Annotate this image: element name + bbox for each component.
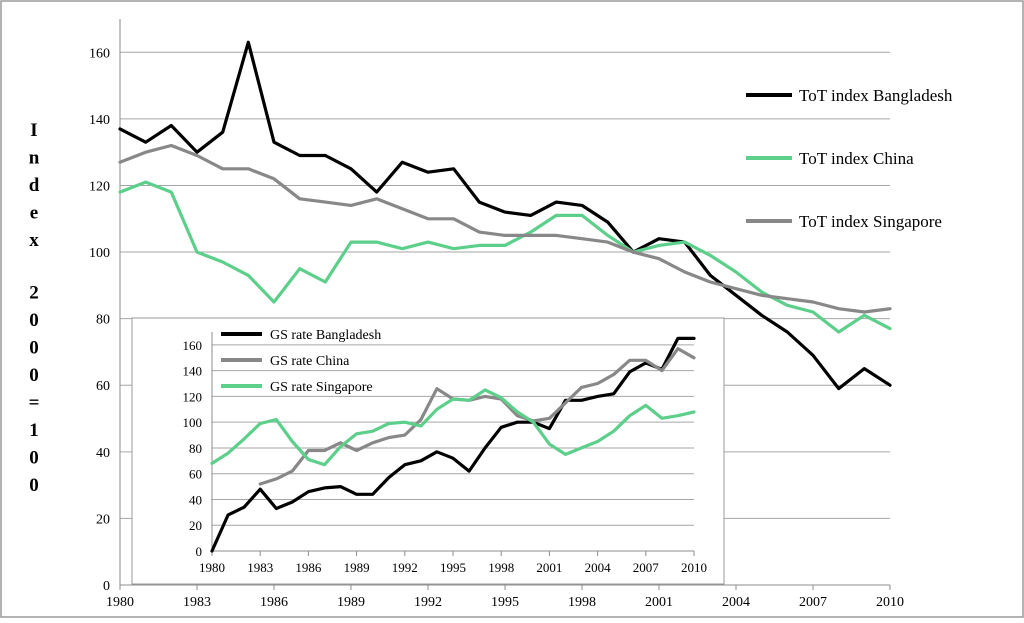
inset-x-tick-labels: 1980 1983 1986 1989 1992 1995 1998 2001 2004 2007… [199,560,707,575]
inset-x-tick-label: 2004 [585,560,612,575]
legend-label-tot-china: ToT index China [799,149,914,168]
series-line-gs-rate-china [258,347,696,486]
main-series-lines [118,40,892,391]
series-line-gs-rate-bangladesh [210,336,696,553]
y-axis-label-char: 0 [29,447,39,468]
main-x-tick-label: 2010 [876,595,904,610]
series-line-tot-index-china [118,180,892,334]
inset-x-tick-label: 2007 [633,560,660,575]
y-axis-label-char: = [29,392,40,413]
y-axis-label-char: 0 [29,475,39,496]
inset-series-lines [210,336,696,553]
main-x-tick-label: 1980 [106,595,134,610]
inset-legend: GS rate Bangladesh GS rate China GS rate… [221,328,381,395]
main-y-tick-label: 100 [89,246,110,261]
main-x-tick-label: 1983 [183,595,211,610]
main-y-tick-label: 0 [103,579,110,594]
inset-x-tick-label: 1980 [199,560,225,575]
y-axis-label-char: I [30,120,37,141]
main-y-tick-label: 20 [96,512,110,527]
inset-x-tick-label: 1986 [295,560,322,575]
inset-x-tick-label: 1989 [344,560,370,575]
inset-legend-label-gs-bangladesh: GS rate Bangladesh [270,328,381,343]
inset-x-tick-label: 2010 [681,560,707,575]
inset-y-tick-label: 100 [183,415,203,430]
main-x-tick-label: 2007 [799,595,827,610]
inset-x-tick-label: 1983 [247,560,273,575]
main-x-tick-label: 1986 [260,595,288,610]
inset-legend-label-gs-singapore: GS rate Singapore [270,380,373,395]
inset-y-tick-label: 20 [189,518,202,533]
inset-gridlines [212,344,694,526]
main-x-tick-label: 1998 [568,595,596,610]
inset-y-tick-label: 160 [183,338,203,353]
inset-legend-label-gs-china: GS rate China [270,354,350,369]
main-y-tick-label: 120 [89,179,110,194]
main-y-tick-label: 60 [96,379,110,394]
main-axes [119,19,891,590]
y-axis-label-char: 0 [29,310,39,331]
main-y-tick-label: 140 [89,113,110,128]
inset-y-tick-label: 40 [189,492,202,507]
inset-x-tick-label: 1992 [392,560,418,575]
inset-y-tick-labels: 0 20 40 60 80 100 120 140 160 [183,338,203,559]
main-x-tick-label: 2001 [645,595,673,610]
y-axis-label-char: 1 [29,420,39,441]
main-y-tick-label: 80 [96,313,110,328]
inset-chart-box [131,317,725,585]
inset-x-tick-label: 1998 [488,560,514,575]
legend-label-tot-bangladesh: ToT index Bangladesh [799,86,953,105]
y-axis-label-char: d [29,175,40,196]
inset-x-tick-label: 1995 [440,560,466,575]
main-x-tick-label: 1995 [491,595,519,610]
series-line-tot-index-singapore [118,143,892,314]
legend-label-tot-singapore: ToT index Singapore [799,212,942,231]
y-axis-label-char: n [29,148,40,169]
inset-y-tick-label: 80 [189,441,202,456]
inset-axes [211,332,695,556]
main-y-tick-labels: 0 20 40 60 80 100 120 140 160 [89,46,110,594]
main-y-tick-label: 40 [96,446,110,461]
inset-y-tick-label: 0 [196,544,203,559]
inset-y-tick-label: 60 [189,467,202,482]
inset-x-tick-label: 2001 [536,560,562,575]
inset-y-tick-label: 140 [183,364,203,379]
main-x-tick-label: 1992 [414,595,442,610]
y-axis-label-char: 0 [29,337,39,358]
main-x-tick-label: 2004 [722,595,750,610]
main-x-tick-label: 1989 [337,595,365,610]
main-legend: ToT index Bangladesh ToT index China ToT… [746,86,953,231]
main-x-tick-labels: 1980 1983 1986 1989 1992 1995 1998 2001 2004 2007… [106,595,904,610]
series-line-gs-rate-singapore [210,388,696,467]
main-y-tick-label: 160 [89,46,110,61]
y-axis-label-char: 2 [29,282,39,303]
y-axis-label-char: 0 [29,365,39,386]
y-axis-label-char: e [30,203,38,224]
series-line-tot-index-bangladesh [118,40,892,391]
inset-y-tick-label: 120 [183,389,203,404]
y-axis-label-char: x [29,230,39,251]
